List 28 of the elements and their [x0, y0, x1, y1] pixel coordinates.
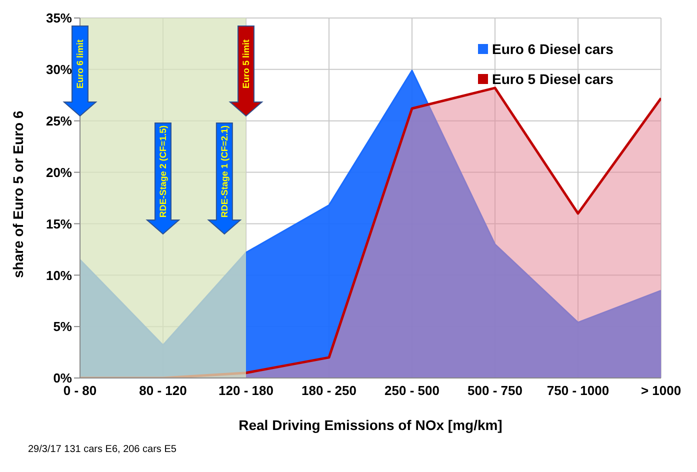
- y-tick-label: 20%: [46, 164, 72, 180]
- x-tick-label: > 1000: [640, 383, 682, 398]
- annotation: Euro 6 limit: [75, 39, 85, 89]
- y-tick-label: 25%: [46, 113, 72, 128]
- x-tick-label: 80 - 120: [139, 383, 187, 398]
- y-tick-label: 10%: [46, 268, 72, 283]
- legend-label: Euro 6 Diesel cars: [491, 40, 614, 59]
- x-axis-title: Real Driving Emissions of NOx [mg/km]: [238, 417, 502, 433]
- x-tick-label: 250 - 500: [384, 383, 440, 398]
- text: 29/3/17 131 cars E6, 206 cars E5: [28, 444, 178, 455]
- down-arrow: Euro 5 limit: [228, 26, 264, 117]
- y-tick-label: 35%: [46, 10, 72, 26]
- down-arrow: RDE-Stage 2 (CF=1.5): [146, 122, 180, 235]
- annotation: RDE-Stage 1 (CF=2.1): [219, 125, 230, 218]
- x-tick-label: 120 - 180: [218, 383, 274, 398]
- y-axis-title: share of Euro 5 or Euro 6: [10, 110, 26, 278]
- annotation: RDE-Stage 2 (CF=1.5): [158, 125, 168, 218]
- x-tick-label: 750 - 1000: [546, 383, 610, 398]
- legend-label: Euro 5 Diesel cars: [491, 70, 614, 89]
- x-tick-label: 180 - 250: [302, 383, 356, 398]
- y-tick-label: 15%: [46, 216, 72, 232]
- x-tick-label: 0 - 80: [63, 383, 97, 398]
- x-tick-label: 500 - 750: [468, 383, 522, 398]
- y-tick-label: 0%: [53, 370, 72, 386]
- annotation: Euro 5 limit: [241, 39, 251, 89]
- y-tick-label: 30%: [46, 62, 72, 78]
- y-tick-label: 5%: [53, 319, 72, 334]
- down-arrow: RDE-Stage 1 (CF=2.1): [207, 122, 242, 235]
